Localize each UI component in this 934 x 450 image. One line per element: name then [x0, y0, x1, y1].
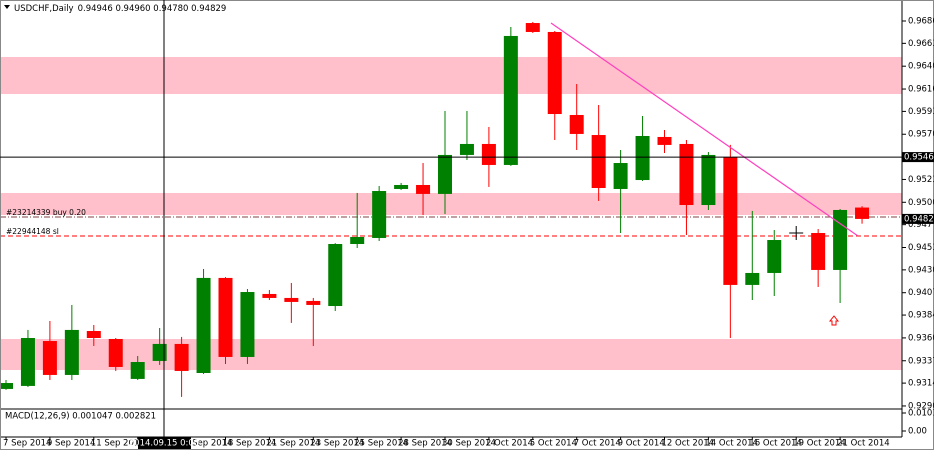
crosshair-price-label: 0.95465: [904, 153, 934, 163]
candle-body: [328, 243, 343, 307]
candle-body: [218, 277, 233, 357]
candle-body: [284, 297, 299, 302]
y-tick-label: 0.94770: [908, 220, 934, 230]
candle-body: [635, 135, 650, 181]
y-tick-label: 0.96865: [908, 16, 934, 26]
x-tick-label: 12 Oct 2014: [662, 439, 715, 449]
y-tick-label: 0.93840: [908, 311, 934, 321]
candle-body: [42, 341, 57, 375]
y-tick-label: 0.95935: [908, 107, 934, 117]
candle-body: [306, 300, 321, 305]
x-tick-label: 28 Sep 2014: [398, 439, 452, 449]
x-tick-label: 9 Oct 2014: [618, 439, 665, 449]
candle-body: [723, 156, 738, 285]
x-tick-label: 5 Oct 2014: [530, 439, 577, 449]
x-tick-label: 19 Oct 2014: [793, 439, 846, 449]
crosshair-time-label: 2014.09.15 0:00: [129, 439, 199, 449]
candle-body: [569, 114, 584, 134]
y-tick-label: 0.93370: [908, 356, 934, 366]
y-tick-label: 0.94535: [908, 243, 934, 253]
candle-body: [350, 236, 365, 244]
candle-body: [855, 207, 870, 219]
arrow-mark: [828, 315, 840, 326]
candle-body: [701, 154, 716, 206]
candle-body: [86, 331, 101, 339]
candle-body: [152, 343, 167, 361]
x-tick-label: 16 Oct 2014: [749, 439, 802, 449]
last-price-label-box: [902, 213, 934, 224]
crosshair-time-box: [138, 437, 191, 449]
candle-body: [811, 233, 826, 270]
candle-body: [196, 277, 211, 374]
y-tick-label: 0.96165: [908, 85, 934, 95]
x-tick-label: 23 Sep 2014: [310, 439, 364, 449]
x-tick-label: 25 Sep 2014: [354, 439, 408, 449]
order-label: #22944148 sl: [6, 227, 59, 236]
x-tick-label: 14 Oct 2014: [705, 439, 758, 449]
menu-icon[interactable]: [4, 5, 10, 9]
x-tick-label: 18 Sep 2014: [223, 439, 277, 449]
crosshair-price-label-box: [902, 152, 934, 163]
candle-body: [0, 383, 13, 389]
indicator-tick-label: 0.01012: [908, 409, 934, 419]
candle-body: [372, 191, 387, 238]
plot-area: [0, 21, 902, 397]
indicator-tick-label: 0.00: [908, 427, 927, 437]
x-tick-label: 21 Oct 2014: [837, 439, 890, 449]
x-tick-label: 9 Sep 2014: [47, 439, 95, 449]
y-tick-label: 0.96400: [908, 62, 934, 72]
y-tick-label: 0.93140: [908, 379, 934, 389]
zone: [0, 57, 902, 94]
candle-body: [64, 329, 79, 375]
candle-body: [240, 292, 255, 357]
candle-body: [174, 343, 189, 371]
x-tick-label: 21 Sep 2014: [266, 439, 320, 449]
symbol: USDCHF,Daily: [14, 4, 74, 14]
y-tick-label: 0.93605: [908, 333, 934, 343]
candle-body: [130, 362, 145, 379]
y-tick-label: 0.95235: [908, 175, 934, 185]
candle-body: [767, 240, 782, 273]
x-tick-label: 11 Sep 2014: [91, 439, 145, 449]
candle-body: [438, 154, 452, 194]
candle-body: [394, 184, 409, 189]
candle-body: [416, 184, 431, 194]
candle-body: [459, 143, 474, 155]
x-tick-label: 7 Sep 2014: [3, 439, 51, 449]
order-label: #23214339 buy 0.20: [6, 208, 86, 217]
last-price-label: 0.94829: [904, 214, 934, 224]
y-tick-label: 0.95700: [908, 130, 934, 140]
x-tick-label: 2 Oct 2014: [486, 439, 533, 449]
chart-header: USDCHF,Daily 0.94946 0.94960 0.94780 0.94…: [14, 4, 226, 14]
candle-body: [657, 136, 672, 145]
candle-body: [481, 143, 496, 165]
candle-body: [591, 135, 606, 189]
y-tick-label: 0.92905: [908, 401, 934, 411]
candle-body: [833, 209, 848, 270]
y-tick-label: 0.94305: [908, 265, 934, 275]
indicator-label: MACD(12,26,9) 0.001047 0.002821: [5, 412, 156, 422]
y-tick-label: 0.96635: [908, 39, 934, 49]
x-tick-label: 30 Sep 2014: [442, 439, 496, 449]
candle-body: [745, 272, 760, 285]
candle-body: [262, 293, 277, 298]
y-tick-label: 0.94070: [908, 288, 934, 298]
candle-body: [679, 143, 694, 206]
candle-body: [503, 35, 518, 165]
x-tick-label: 16 Sep 2014: [179, 439, 233, 449]
candle-body: [108, 338, 123, 367]
x-tick-label: 7 Oct 2014: [574, 439, 621, 449]
trendline: [550, 22, 859, 237]
ohlc: 0.94946 0.94960 0.94780 0.94829: [78, 4, 227, 14]
zone: [0, 339, 902, 370]
candle-body: [613, 163, 628, 189]
candle-body: [547, 31, 562, 115]
candle-body: [525, 23, 540, 32]
y-tick-label: 0.95000: [908, 198, 934, 208]
zone: [0, 193, 902, 215]
candle-body: [20, 338, 35, 386]
